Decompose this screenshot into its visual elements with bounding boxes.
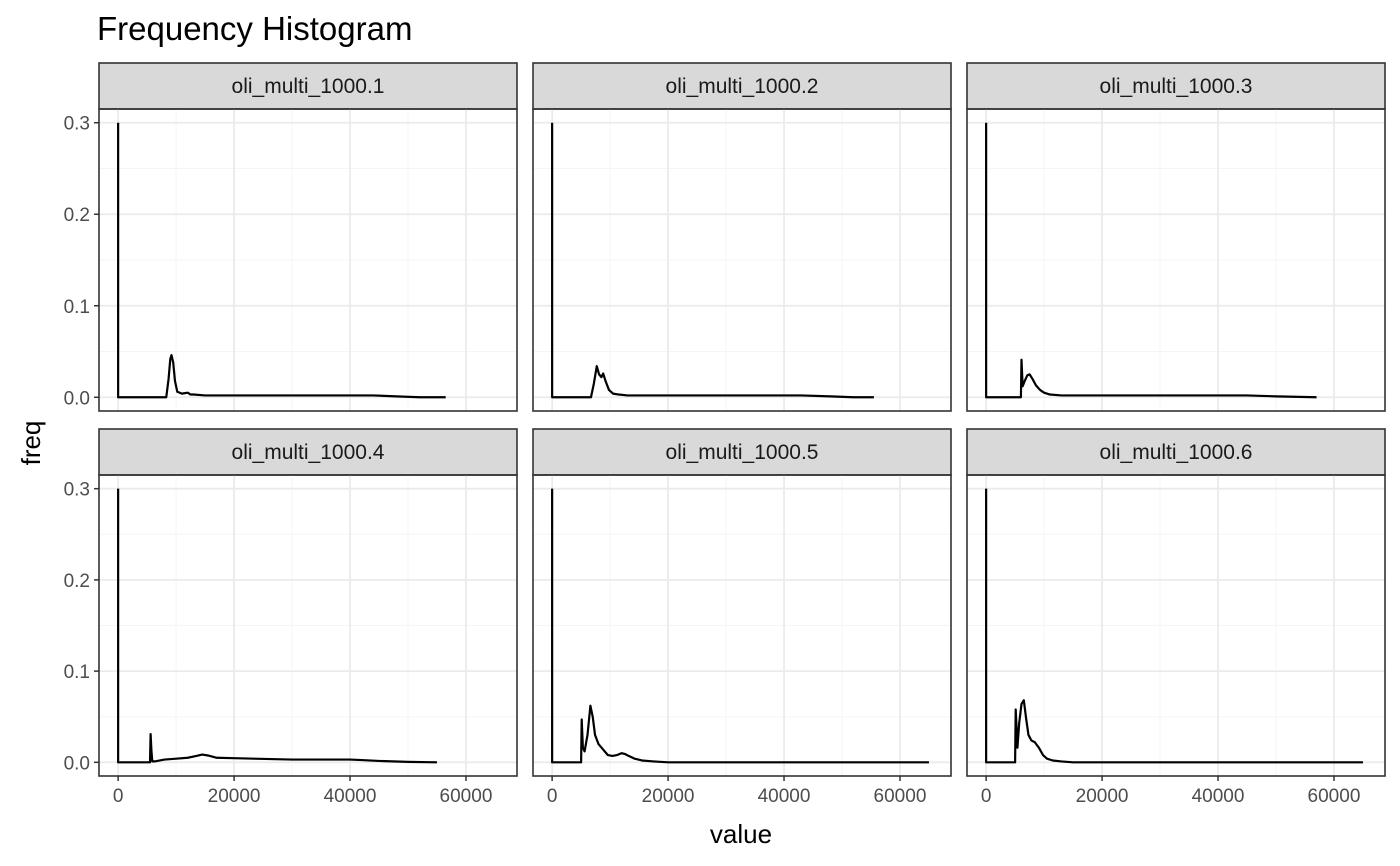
x-tick-label: 0 [113,786,124,807]
facet-strip-label: oli_multi_1000.2 [666,75,819,98]
facet-strip [532,428,952,476]
x-tick-label: 40000 [324,786,377,807]
y-tick-label: 0.0 [64,388,90,409]
series-line [551,488,929,764]
x-tick-label: 20000 [642,786,695,807]
facet-strip [966,62,1386,110]
series-line [551,122,874,399]
facet-panel: oli_multi_1000.5 0 20000 40000 60000 [532,428,952,807]
series-line [117,488,438,764]
series-line [985,488,1363,764]
series-line [985,122,1317,399]
y-tick-label: 0.2 [64,571,90,592]
facet-strip [966,428,1386,476]
facet-strip [98,428,518,476]
panel-border [98,474,518,777]
panel-border [98,108,518,412]
facet-strip-label: oli_multi_1000.1 [232,75,385,98]
x-tick-label: 40000 [758,786,811,807]
y-axis-title: freq [16,421,46,466]
y-tick-label: 0.1 [64,662,90,683]
x-axis-title: value [710,819,772,849]
x-tick-label: 40000 [1192,786,1245,807]
x-tick-label: 0 [981,786,992,807]
series-line [117,122,446,399]
x-tick-label: 60000 [1308,786,1361,807]
x-tick-label: 60000 [874,786,927,807]
facet-panel: oli_multi_1000.1 0.0 0.1 0.2 0.3 [64,62,518,412]
y-tick-label: 0.1 [64,297,90,318]
facet-strip [532,62,952,110]
facet-strip-label: oli_multi_1000.5 [666,441,819,464]
facet-strip-label: oli_multi_1000.3 [1100,75,1253,98]
panel-border [966,108,1386,412]
y-tick-label: 0.2 [64,205,90,226]
facet-panel: oli_multi_1000.2 [532,62,952,412]
y-tick-label: 0.0 [64,753,90,774]
facet-panels: oli_multi_1000.10.00.10.20.3oli_multi_10… [64,62,1386,807]
facet-strip-label: oli_multi_1000.4 [232,441,385,464]
y-tick-label: 0.3 [64,480,90,501]
x-tick-label: 60000 [440,786,493,807]
x-tick-label: 0 [547,786,558,807]
facet-panel: oli_multi_1000.6 0 20000 40000 60000 [966,428,1386,807]
panel-border [532,474,952,777]
chart-title: Frequency Histogram [97,10,412,47]
facet-strip [98,62,518,110]
facet-strip-label: oli_multi_1000.6 [1100,441,1253,464]
panel-border [532,108,952,412]
y-tick-label: 0.3 [64,114,90,135]
facet-panel: oli_multi_1000.4 0.0 0.1 0.2 0.3 0 20000 40000 6… [64,428,518,807]
x-tick-label: 20000 [208,786,261,807]
x-tick-label: 20000 [1076,786,1129,807]
facet-panel: oli_multi_1000.3 [966,62,1386,412]
panel-border [966,474,1386,777]
